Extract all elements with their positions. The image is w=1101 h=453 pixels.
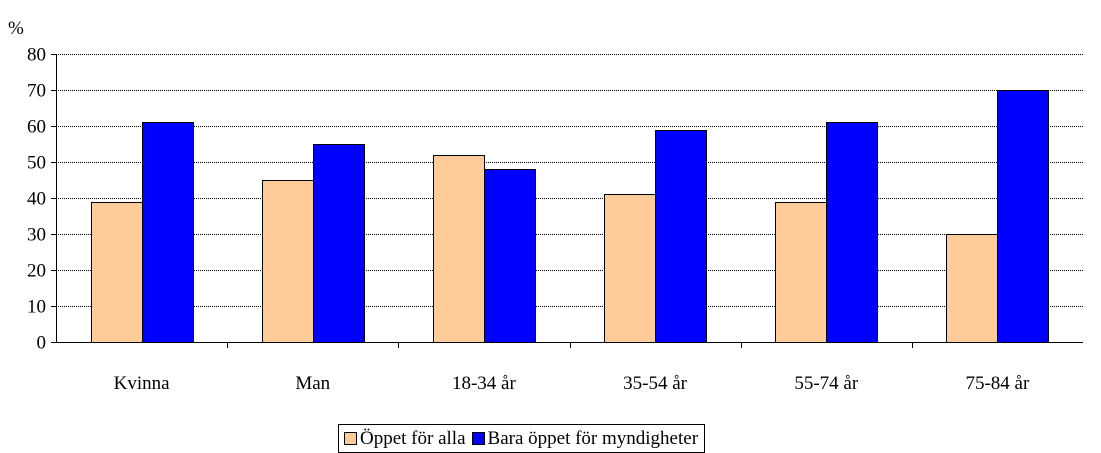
gridlines [56, 54, 1083, 307]
bar-series-1 [775, 202, 827, 343]
y-tick-label: 10 [27, 297, 46, 318]
x-category-label: 55-74 år [794, 373, 859, 394]
y-tick-label: 80 [27, 45, 46, 66]
y-tick-label: 70 [27, 81, 46, 102]
legend-swatch-series-1 [344, 432, 357, 445]
legend-item-series-1: Öppet för alla [344, 428, 466, 450]
bar-series-1 [604, 194, 656, 343]
bar-series-2 [997, 90, 1049, 343]
y-tick-label: 50 [27, 153, 46, 174]
y-tick-label: 20 [27, 261, 46, 282]
x-category-label: 35-54 år [623, 373, 688, 394]
bars [91, 90, 1049, 343]
legend: Öppet för alla Bara öppet för myndighete… [338, 424, 706, 453]
bar-series-2 [313, 144, 365, 343]
y-tick-label: 40 [27, 189, 46, 210]
y-tick-label: 30 [27, 225, 46, 246]
bar-series-1 [262, 180, 314, 343]
axes [56, 54, 1083, 348]
x-category-label: 75-84 år [965, 373, 1030, 394]
bar-series-1 [946, 234, 998, 343]
y-tick-label: 0 [37, 333, 47, 354]
y-axis-ticks: 0 10 20 30 40 50 60 70 80 [27, 45, 56, 354]
legend-label-series-1: Öppet för alla [360, 427, 466, 449]
bar-series-2 [142, 122, 194, 343]
bar-series-2 [826, 122, 878, 343]
x-category-label: Man [295, 373, 330, 394]
x-category-label: Kvinna [114, 373, 171, 394]
legend-swatch-series-2 [471, 432, 485, 445]
bar-series-1 [91, 202, 143, 343]
bar-series-2 [484, 169, 536, 343]
x-category-label: 18-34 år [452, 373, 517, 394]
legend-item-series-2: Bara öppet för myndigheter [471, 427, 699, 450]
x-axis-labels: Kvinna Man 18-34 år 35-54 år 55-74 år 75-84 å… [114, 373, 1030, 394]
bar-series-1 [433, 155, 485, 343]
y-unit-label: % [8, 18, 24, 39]
bar-series-2 [655, 130, 707, 343]
y-tick-label: 60 [27, 117, 46, 138]
legend-label-series-2: Bara öppet för myndigheter [487, 427, 699, 449]
